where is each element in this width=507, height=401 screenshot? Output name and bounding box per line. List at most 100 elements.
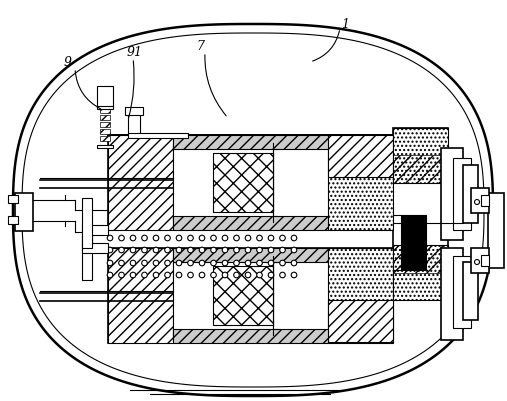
Bar [8,216,18,224]
Circle shape [188,272,193,278]
Circle shape [130,247,136,253]
Polygon shape [13,24,493,396]
Circle shape [153,260,159,266]
Circle shape [188,235,193,241]
Bar [173,135,328,149]
Circle shape [211,247,216,253]
Circle shape [199,247,205,253]
Bar [97,145,113,148]
Bar [82,235,92,280]
Bar [213,153,273,212]
Circle shape [165,247,170,253]
Circle shape [176,260,182,266]
Circle shape [153,272,159,278]
Bar [8,195,18,203]
Bar [128,133,188,138]
Circle shape [475,200,480,205]
Bar [328,135,393,177]
Bar [100,115,110,120]
Circle shape [234,235,239,241]
Circle shape [245,235,251,241]
Bar [125,107,143,115]
Bar [108,248,173,343]
Bar [441,248,463,340]
Circle shape [165,235,170,241]
Bar [453,256,471,328]
Circle shape [280,260,285,266]
Bar [463,262,478,320]
Text: 7: 7 [196,40,204,53]
Circle shape [199,235,205,241]
Circle shape [291,272,297,278]
Bar [441,148,463,240]
Bar [173,216,328,230]
Circle shape [188,247,193,253]
Bar [453,158,471,230]
Circle shape [234,247,239,253]
Bar [128,110,140,135]
Circle shape [188,260,193,266]
Bar [173,248,328,262]
Bar [108,248,393,343]
Text: 91: 91 [127,45,143,59]
Circle shape [257,272,262,278]
Bar [213,266,273,325]
Circle shape [222,260,228,266]
Circle shape [475,259,480,265]
Circle shape [119,260,124,266]
Circle shape [119,247,124,253]
Circle shape [176,247,182,253]
Circle shape [107,272,113,278]
Circle shape [107,235,113,241]
Circle shape [119,235,124,241]
Circle shape [153,247,159,253]
Circle shape [141,260,148,266]
Circle shape [119,272,124,278]
Circle shape [245,247,251,253]
Bar [108,135,173,230]
Circle shape [141,235,148,241]
Bar [328,300,393,342]
Bar [393,245,448,300]
Bar [15,193,33,231]
Bar [471,248,489,273]
Bar [97,106,113,109]
Bar [100,129,110,134]
Text: 1: 1 [341,18,349,30]
Circle shape [280,272,285,278]
Bar [481,195,489,206]
Circle shape [234,260,239,266]
Circle shape [165,272,170,278]
Text: 9: 9 [64,55,72,69]
Bar [393,155,448,183]
Bar [173,329,328,343]
Bar [100,136,110,141]
Circle shape [257,235,262,241]
Circle shape [268,260,274,266]
Circle shape [268,247,274,253]
Circle shape [199,272,205,278]
Circle shape [245,260,251,266]
Bar [471,188,489,213]
Circle shape [268,272,274,278]
Circle shape [130,272,136,278]
Circle shape [268,235,274,241]
Bar [328,248,393,343]
Bar [82,225,108,235]
Circle shape [280,247,285,253]
Bar [108,135,393,230]
Circle shape [130,260,136,266]
Circle shape [234,272,239,278]
Bar [488,193,504,268]
Circle shape [245,272,251,278]
Circle shape [141,247,148,253]
Bar [463,165,478,223]
Circle shape [199,260,205,266]
Circle shape [107,247,113,253]
Circle shape [257,260,262,266]
Circle shape [130,235,136,241]
Circle shape [141,272,148,278]
Circle shape [153,235,159,241]
Bar [393,245,448,273]
Circle shape [211,260,216,266]
